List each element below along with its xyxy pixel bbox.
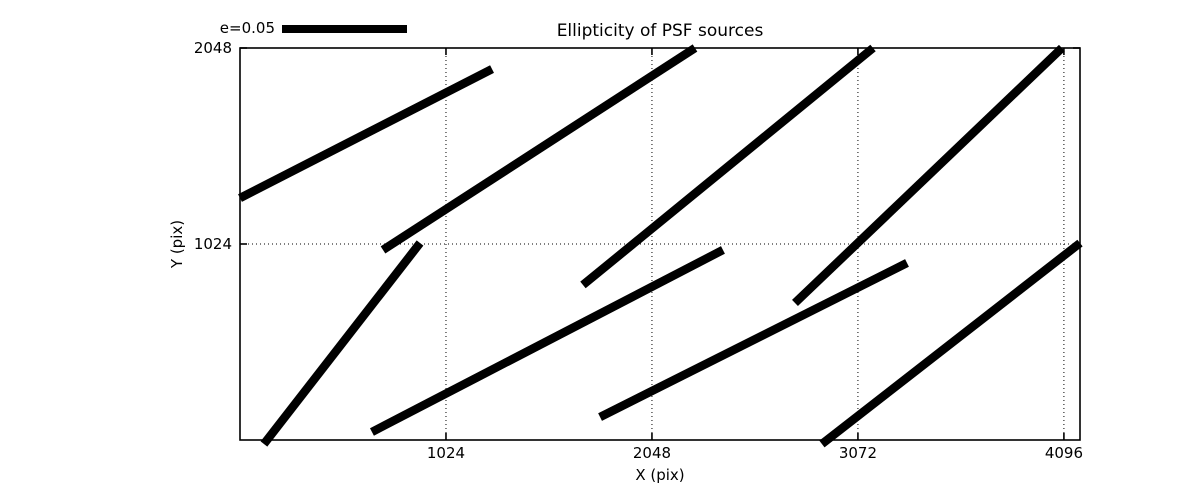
x-axis-label: X (pix) bbox=[635, 466, 685, 484]
whisker-segment bbox=[369, 246, 725, 436]
whisker-segment bbox=[260, 240, 424, 447]
whisker-segment bbox=[598, 259, 909, 421]
legend-swatch bbox=[282, 25, 407, 33]
x-tick-label: 3072 bbox=[838, 444, 878, 462]
y-tick-label: 2048 bbox=[193, 39, 232, 57]
whisker-segment bbox=[819, 239, 1083, 448]
chart-title: Ellipticity of PSF sources bbox=[556, 21, 764, 41]
x-tick-label: 4096 bbox=[1044, 444, 1083, 462]
whisker-segment bbox=[380, 44, 698, 254]
x-tick-label: 2048 bbox=[632, 444, 672, 462]
y-tick-label: 1024 bbox=[193, 235, 232, 253]
whisker-segment bbox=[238, 65, 494, 202]
legend-label: e=0.05 bbox=[219, 19, 275, 37]
whisker-segment bbox=[580, 44, 876, 289]
whisker-segment bbox=[792, 44, 1065, 307]
x-tick-label: 1024 bbox=[426, 444, 466, 462]
